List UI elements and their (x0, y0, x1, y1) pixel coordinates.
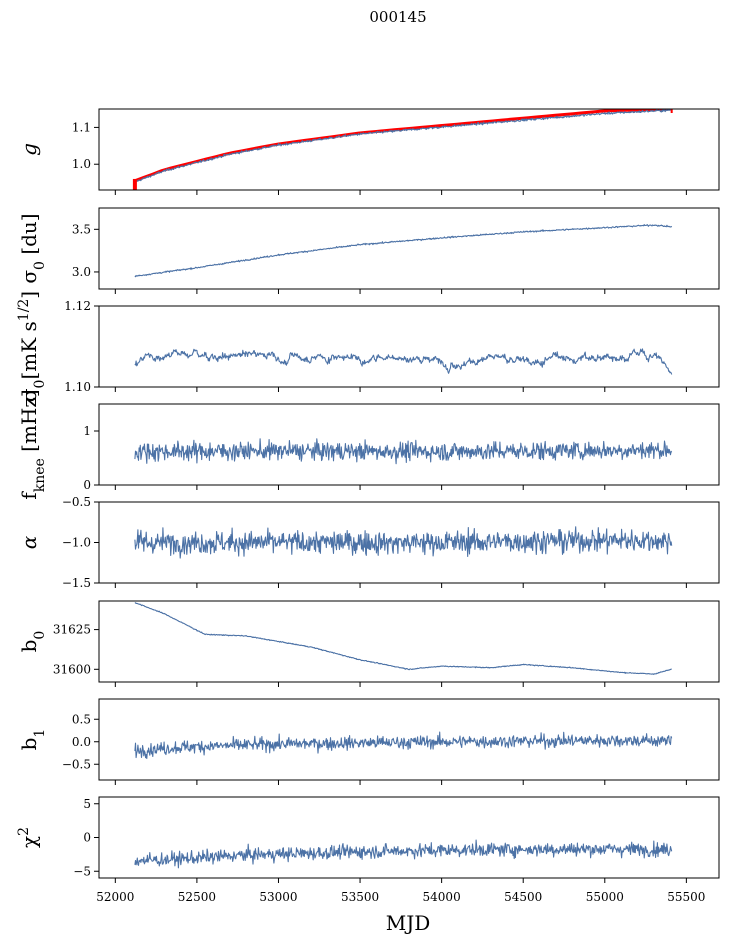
y-tick-label: 0 (83, 831, 91, 845)
panel-sigma0_phys: 1.10 1.12 σ0[mK s1/2] (16, 291, 720, 402)
axes-frame (98, 403, 720, 486)
y-tick-label: 0.5 (72, 712, 91, 726)
y-tick-label: 1.0 (72, 157, 91, 171)
panel-alpha: −1.5 −1.0 −0.5 α (17, 495, 720, 590)
x-tick-label: 55500 (667, 890, 705, 904)
series-group (132, 109, 673, 190)
axes-frame (98, 108, 720, 191)
x-tick-label: 53500 (341, 890, 379, 904)
series-group (134, 438, 673, 465)
figure-title: 000145 (369, 8, 426, 26)
y-tick-label: 3.0 (72, 265, 91, 279)
panel-g: 1.0 1.1 g (17, 108, 720, 195)
y-tick-label: 0.0 (72, 735, 91, 749)
y-tick-label: 31600 (53, 662, 91, 676)
y-axis-label: b1 (17, 729, 48, 751)
axes-frame (98, 796, 720, 879)
x-tick-label: 54000 (423, 890, 461, 904)
y-tick-label: 5 (83, 797, 91, 811)
y-tick-label: 1.1 (72, 120, 91, 134)
y-axis-label: σ0[mK s1/2] (16, 291, 48, 402)
series-line-g (134, 109, 673, 183)
series-line-chi2 (134, 839, 673, 869)
panel-sigma0_du: 3.0 3.5 σ0 [du] (17, 207, 720, 294)
series-group (134, 839, 673, 869)
y-tick-label: 3.5 (72, 222, 91, 236)
series-line-sigma0_phys (134, 348, 673, 375)
x-tick-label: 52500 (178, 890, 216, 904)
y-tick-label: −5 (73, 864, 91, 878)
y-tick-label: −1.5 (62, 576, 91, 590)
series-group (134, 602, 672, 675)
y-tick-label: 0 (83, 478, 91, 492)
y-tick-label: −1.0 (62, 536, 91, 550)
y-tick-label: 1.12 (64, 299, 91, 313)
y-tick-label: −0.5 (62, 495, 91, 509)
panel-fknee: 0 1 fknee [mHz] (17, 389, 720, 500)
x-tick-label: 55000 (586, 890, 624, 904)
y-tick-label: 1 (83, 424, 91, 438)
y-tick-label: 1.10 (64, 380, 91, 394)
series-group (134, 526, 673, 559)
y-axis-label: b0 (17, 631, 48, 653)
x-axis-label: MJD (386, 911, 431, 935)
axes-frame (98, 600, 720, 683)
series-line-b1 (134, 731, 673, 760)
series-line-sigma0_du (134, 224, 673, 278)
x-tick-label: 53000 (259, 890, 297, 904)
panel-chi2: −5 0 5 χ2 (16, 796, 720, 883)
series-group (134, 731, 673, 760)
axes-frame (98, 698, 720, 781)
x-tick-label: 52000 (96, 890, 134, 904)
series-line-gain-fit (134, 109, 672, 183)
series-line-alpha (134, 526, 673, 559)
series-line-b0 (134, 602, 672, 675)
x-tick-labels: 52000 52500 53000 53500 54000 54500 55000 55500 (96, 890, 705, 904)
axes-frame (98, 207, 720, 290)
panel-b1: −0.5 0.0 0.5 b1 (17, 698, 720, 785)
y-axis-label: g (17, 143, 41, 156)
y-axis-label: χ2 (16, 827, 41, 848)
y-tick-label: 31625 (53, 623, 91, 637)
y-axis-label: fknee [mHz] (17, 389, 48, 499)
series-line-fknee (134, 438, 673, 465)
x-tick-label: 54500 (504, 890, 542, 904)
y-tick-label: −0.5 (62, 757, 91, 771)
y-axis-label: α (17, 535, 41, 549)
y-axis-label: σ0 [du] (17, 213, 48, 283)
axes-frame (98, 305, 720, 388)
series-group (134, 224, 673, 278)
series-group (134, 348, 673, 375)
panel-b0: 31600 31625 b0 (17, 600, 720, 687)
